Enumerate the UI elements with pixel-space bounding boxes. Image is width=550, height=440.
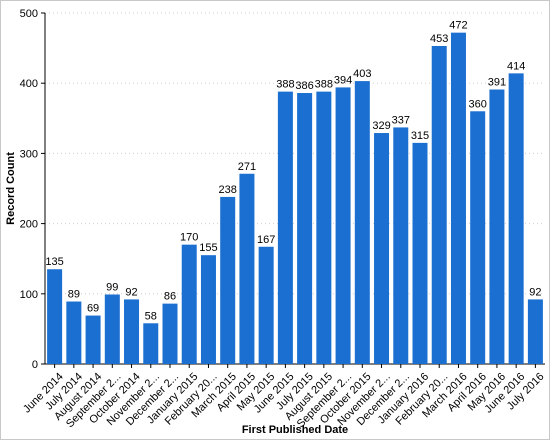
bar[interactable] xyxy=(85,315,101,364)
bar[interactable] xyxy=(470,111,486,364)
bar[interactable] xyxy=(431,45,447,365)
bar[interactable] xyxy=(374,133,390,364)
bar[interactable] xyxy=(124,299,140,364)
data-label: 315 xyxy=(411,130,429,142)
data-label: 167 xyxy=(257,234,275,246)
y-tick-label: 500 xyxy=(20,8,38,20)
bar[interactable] xyxy=(47,269,63,364)
bar[interactable] xyxy=(335,87,351,365)
gridlines xyxy=(45,12,545,295)
bar[interactable] xyxy=(258,246,274,364)
data-label: 414 xyxy=(507,60,525,72)
y-tick-labels: 0 100 200 300 400 500 xyxy=(20,8,45,371)
bar[interactable] xyxy=(162,303,178,364)
data-label: 135 xyxy=(45,256,63,268)
bar[interactable] xyxy=(220,196,236,364)
data-label: 86 xyxy=(164,291,176,303)
data-label: 386 xyxy=(295,80,313,92)
y-tick-label: 100 xyxy=(20,289,38,301)
data-label: 170 xyxy=(180,232,198,244)
bar[interactable] xyxy=(354,81,370,365)
data-label: 58 xyxy=(145,310,157,322)
y-axis-title: Record Count xyxy=(5,152,17,225)
data-label: 388 xyxy=(315,79,333,91)
data-label: 89 xyxy=(68,289,80,301)
bar[interactable] xyxy=(143,323,159,364)
data-label: 388 xyxy=(276,79,294,91)
data-label: 238 xyxy=(219,184,237,196)
data-label: 337 xyxy=(392,114,410,126)
data-label: 472 xyxy=(449,20,467,32)
bar[interactable] xyxy=(104,294,120,364)
data-label: 155 xyxy=(199,242,217,254)
bar[interactable] xyxy=(450,32,466,364)
data-label: 329 xyxy=(372,120,390,132)
y-tick-label: 0 xyxy=(32,359,38,371)
bar[interactable] xyxy=(316,91,332,365)
bar[interactable] xyxy=(200,255,216,364)
bar[interactable] xyxy=(489,89,505,364)
bar[interactable] xyxy=(66,301,82,364)
bar[interactable] xyxy=(527,299,543,364)
bar[interactable] xyxy=(239,173,255,364)
bar[interactable] xyxy=(393,127,409,365)
data-label: 394 xyxy=(334,74,352,86)
data-label: 92 xyxy=(125,286,137,298)
y-tick-label: 400 xyxy=(20,78,38,90)
data-label: 271 xyxy=(238,161,256,173)
data-label: 99 xyxy=(106,282,118,294)
data-label: 453 xyxy=(430,33,448,45)
bar[interactable] xyxy=(412,142,428,364)
axes xyxy=(44,13,545,365)
data-label: 92 xyxy=(529,286,541,298)
bar[interactable] xyxy=(297,93,313,364)
y-tick-label: 200 xyxy=(20,219,38,231)
bar[interactable] xyxy=(508,73,524,364)
bars xyxy=(47,32,543,365)
data-label: 403 xyxy=(353,68,371,80)
bar[interactable] xyxy=(181,244,197,364)
x-axis-title: First Published Date xyxy=(242,424,348,436)
y-tick-label: 300 xyxy=(20,148,38,160)
data-label: 391 xyxy=(488,77,506,89)
data-label: 69 xyxy=(87,303,99,315)
bar[interactable] xyxy=(277,91,293,365)
data-label: 360 xyxy=(469,98,487,110)
